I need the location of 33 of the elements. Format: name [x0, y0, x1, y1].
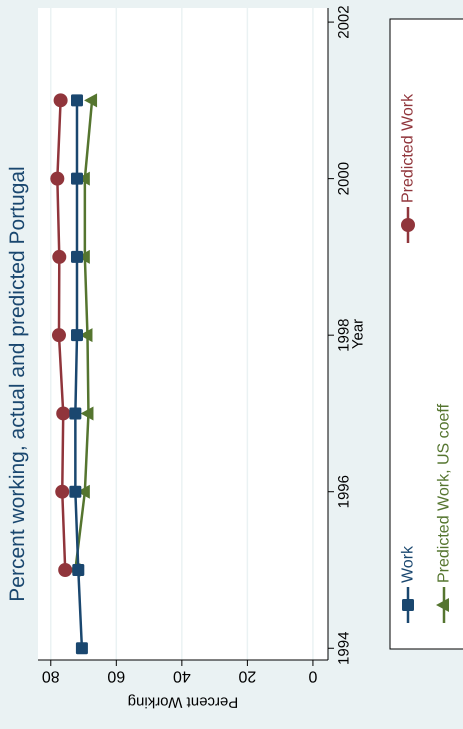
- point: [58, 562, 72, 577]
- y-tick-label: 1998: [336, 318, 352, 352]
- point: [52, 328, 66, 342]
- point: [52, 250, 66, 264]
- x-tick-label: 0: [308, 668, 318, 684]
- x-tick-label: 80: [42, 668, 60, 684]
- x-tick-label: 40: [172, 668, 191, 684]
- point: [70, 250, 83, 263]
- point: [80, 406, 94, 420]
- y-tick-label: 1996: [336, 475, 352, 508]
- point: [84, 93, 98, 108]
- y-tick-label: 2002: [336, 5, 352, 39]
- point: [76, 642, 88, 654]
- point: [54, 93, 68, 108]
- text: Work: [400, 544, 416, 583]
- point: [70, 94, 83, 106]
- point: [56, 406, 70, 420]
- x-tick-label: 60: [107, 668, 126, 684]
- point: [72, 564, 84, 576]
- point: [70, 172, 83, 185]
- point: [69, 407, 82, 420]
- text: Predicted Work, US coeff: [436, 403, 452, 583]
- point: [69, 486, 82, 498]
- y-axis-title: Year: [350, 318, 366, 350]
- x-axis-title: Percent Working: [128, 694, 238, 710]
- y-tick-label: 2000: [336, 162, 352, 196]
- text: Predicted Work: [400, 92, 416, 203]
- point: [50, 172, 64, 186]
- point: [55, 484, 70, 499]
- point: [70, 329, 83, 342]
- y-tick-label: 1994: [336, 632, 352, 665]
- text: Percent working, actual and predicted Portugal: [6, 166, 29, 602]
- x-tick-label: 20: [238, 668, 256, 684]
